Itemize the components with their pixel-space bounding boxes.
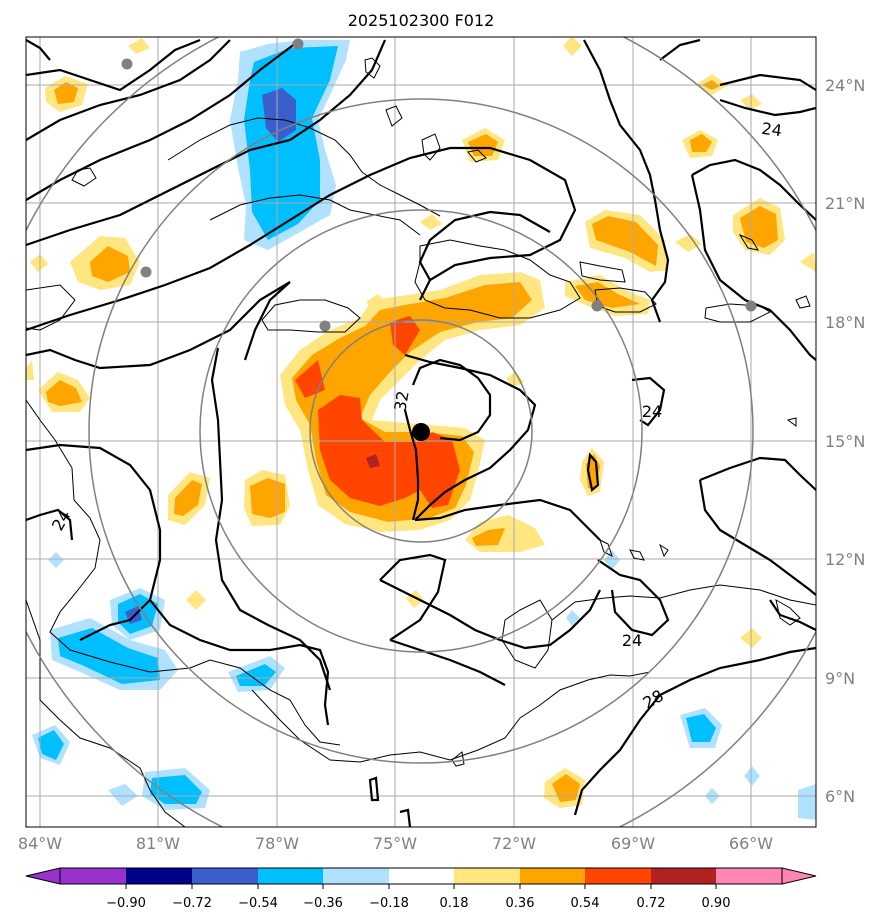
colorbar-label: 0.18 <box>440 896 469 911</box>
range-ring <box>199 209 643 653</box>
colorbar: −0.90 −0.72 −0.54 −0.36 −0.18 0.18 0.36 … <box>25 867 817 911</box>
colorbar-segment <box>60 868 126 884</box>
lat-tick-label: 6°N <box>825 787 855 806</box>
storm-center-marker <box>412 423 430 441</box>
ring-markers <box>121 38 757 332</box>
colorbar-segment <box>389 868 454 884</box>
colorbar-label: 0.54 <box>571 896 600 911</box>
range-ring <box>309 319 533 543</box>
colorbar-label: −0.36 <box>303 896 343 911</box>
colorbar-label: −0.90 <box>106 896 146 911</box>
map-panel: 24 24 24 28 32 24 <box>26 37 816 827</box>
lat-tick-label: 15°N <box>825 432 865 451</box>
colorbar-label: −0.18 <box>369 896 409 911</box>
gridlines <box>26 37 816 827</box>
ring-marker <box>745 300 757 312</box>
lat-tick-label: 9°N <box>825 669 855 688</box>
height-contours <box>26 38 816 827</box>
lat-tick-labels: 6°N 9°N 12°N 15°N 18°N 21°N 24°N <box>825 76 865 806</box>
contour-label: 24 <box>760 119 783 141</box>
colorbar-segment <box>520 868 585 884</box>
ring-marker <box>292 38 304 50</box>
lat-tick-label: 18°N <box>825 313 865 332</box>
map-title: 2025102300 F012 <box>348 11 495 30</box>
colorbar-label: 0.36 <box>506 896 535 911</box>
colorbar-segment <box>126 868 192 884</box>
colorbar-segment <box>651 868 716 884</box>
range-rings <box>26 37 816 827</box>
colorbar-segment <box>258 868 323 884</box>
lon-tick-label: 81°W <box>136 834 180 853</box>
colorbar-extend-high <box>781 867 817 885</box>
lon-tick-label: 66°W <box>729 834 773 853</box>
ring-marker <box>319 320 331 332</box>
lat-tick-label: 12°N <box>825 550 865 569</box>
lon-tick-label: 78°W <box>255 834 299 853</box>
lon-tick-label: 72°W <box>492 834 536 853</box>
colorbar-segment <box>716 868 782 884</box>
colorbar-segment <box>454 868 520 884</box>
colorbar-label: −0.72 <box>172 896 212 911</box>
contour-label: 32 <box>390 389 412 412</box>
lon-tick-label: 75°W <box>373 834 417 853</box>
map-frame <box>25 36 817 828</box>
lon-tick-label: 69°W <box>611 834 655 853</box>
ring-marker <box>121 58 133 70</box>
ring-marker <box>140 266 152 278</box>
range-ring <box>88 98 754 764</box>
contour-label: 24 <box>622 631 642 650</box>
lat-tick-label: 21°N <box>825 194 865 213</box>
lon-tick-label: 84°W <box>18 834 62 853</box>
colorbar-segment <box>192 868 258 884</box>
lat-tick-label: 24°N <box>825 76 865 95</box>
positive-shading <box>26 37 816 808</box>
contour-label: 24 <box>642 402 662 421</box>
colorbar-segment <box>323 868 389 884</box>
colorbar-segment <box>585 868 651 884</box>
colorbar-label: 0.72 <box>637 896 666 911</box>
ring-marker <box>591 300 603 312</box>
colorbar-label: 0.90 <box>702 896 731 911</box>
colorbar-label: −0.54 <box>238 896 278 911</box>
colorbar-extend-low <box>25 867 61 885</box>
lon-tick-labels: 84°W 81°W 78°W 75°W 72°W 69°W 66°W <box>18 834 773 853</box>
